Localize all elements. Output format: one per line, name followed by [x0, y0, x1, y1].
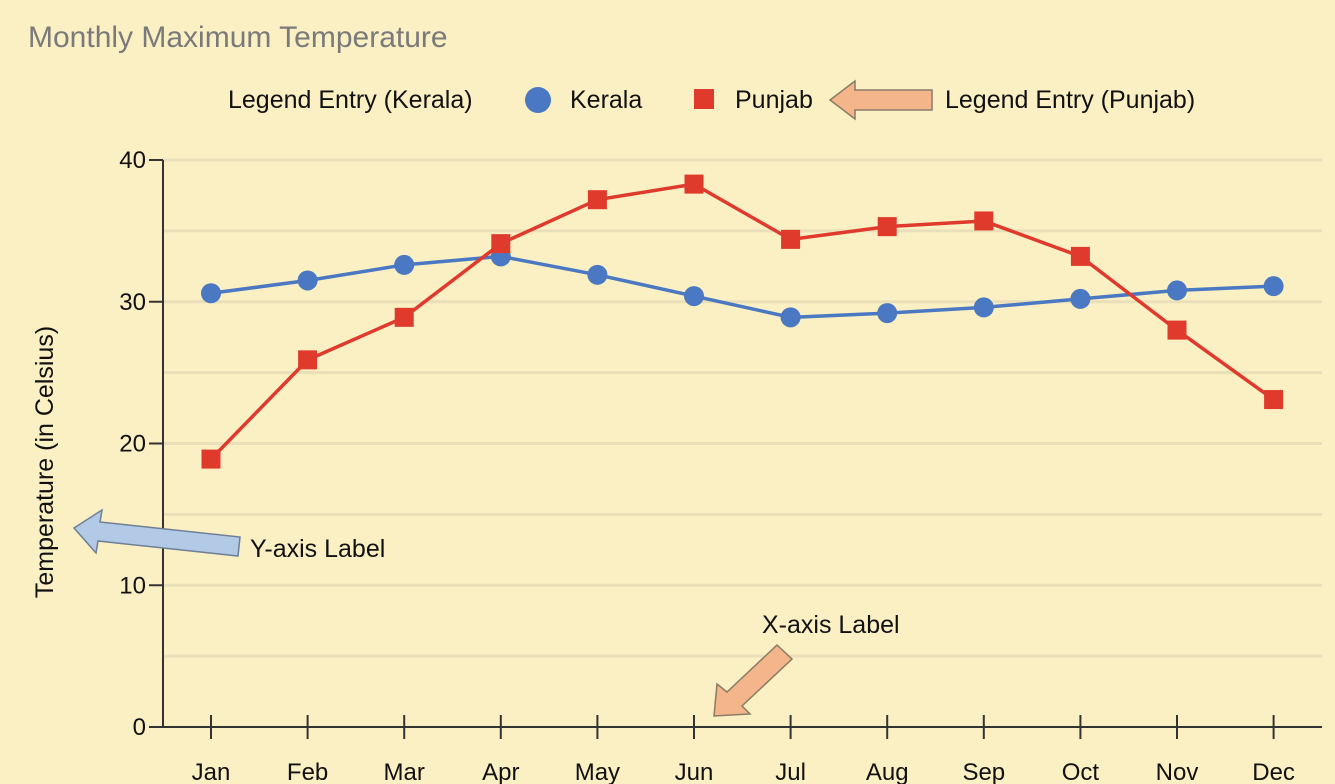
legend: Legend Entry (Kerala) Kerala Punjab Lege…: [228, 79, 1195, 121]
data-point-kerala: [780, 307, 801, 328]
y-axis-callout-arrow: [72, 508, 241, 557]
series-line-punjab: [209, 182, 1275, 461]
legend-label-kerala: Kerala: [570, 86, 642, 114]
data-point-punjab: [877, 217, 897, 237]
y-tick-label: 0: [133, 714, 146, 741]
data-point-punjab: [781, 229, 801, 249]
y-axis-annotation: Y-axis Label: [250, 535, 385, 563]
x-tick-label: Sep: [962, 759, 1005, 784]
legend-marker-kerala: [525, 87, 551, 113]
data-point-punjab: [1264, 390, 1284, 410]
data-point-kerala: [1263, 276, 1284, 297]
data-point-kerala: [877, 303, 898, 324]
data-point-kerala: [394, 254, 415, 275]
data-point-punjab: [394, 307, 414, 327]
x-tick-label: Feb: [287, 759, 328, 784]
x-tick-label: Mar: [384, 759, 425, 784]
legend-annotation-punjab: Legend Entry (Punjab): [945, 86, 1195, 114]
x-tick-label: Apr: [482, 759, 519, 784]
data-point-punjab: [1167, 320, 1187, 340]
y-tick-label: 30: [119, 289, 146, 316]
data-point-kerala: [1167, 280, 1187, 301]
data-point-punjab: [298, 350, 318, 370]
x-tick-label: May: [575, 759, 620, 784]
y-axis-title: Temperature (in Celsius): [31, 326, 59, 598]
x-tick-label: Jul: [775, 759, 806, 784]
chart-title: Monthly Maximum Temperature: [28, 21, 448, 54]
legend-marker-punjab: [694, 89, 714, 109]
data-point-punjab: [587, 190, 607, 210]
x-tick-label: Oct: [1062, 759, 1100, 784]
y-tick-label: 20: [119, 431, 146, 458]
data-point-punjab: [491, 234, 511, 254]
data-point-kerala: [201, 283, 221, 304]
data-point-kerala: [973, 297, 994, 318]
data-point-punjab: [974, 211, 994, 231]
data-point-kerala: [684, 286, 704, 307]
x-tick-label: Jun: [675, 759, 714, 784]
x-tick-label: Dec: [1252, 759, 1295, 784]
legend-callout-arrow: [828, 79, 933, 121]
grid: [163, 158, 1322, 658]
data-point-punjab: [1070, 246, 1090, 266]
legend-label-punjab: Punjab: [735, 86, 813, 114]
y-tick-label: 10: [119, 572, 146, 599]
axes: 0 10 20 30 40 Jan Feb Mar Apr May Jun Jul Aug Sep Oct N…: [119, 147, 1322, 784]
data-point-kerala: [1070, 288, 1091, 309]
data-point-kerala: [587, 264, 608, 285]
x-axis-callout-arrow: [713, 643, 794, 717]
x-tick-label: Jan: [192, 759, 231, 784]
x-tick-label: Nov: [1156, 759, 1199, 784]
data-point-kerala: [297, 270, 318, 291]
x-axis-annotation: X-axis Label: [762, 611, 900, 639]
x-tick-label: Aug: [866, 759, 909, 784]
data-point-punjab: [201, 449, 221, 469]
series: [201, 174, 1284, 469]
series-line-kerala: [210, 254, 1274, 320]
data-point-punjab: [684, 174, 704, 194]
y-tick-label: 40: [119, 147, 146, 174]
legend-annotation-kerala: Legend Entry (Kerala): [228, 86, 473, 114]
